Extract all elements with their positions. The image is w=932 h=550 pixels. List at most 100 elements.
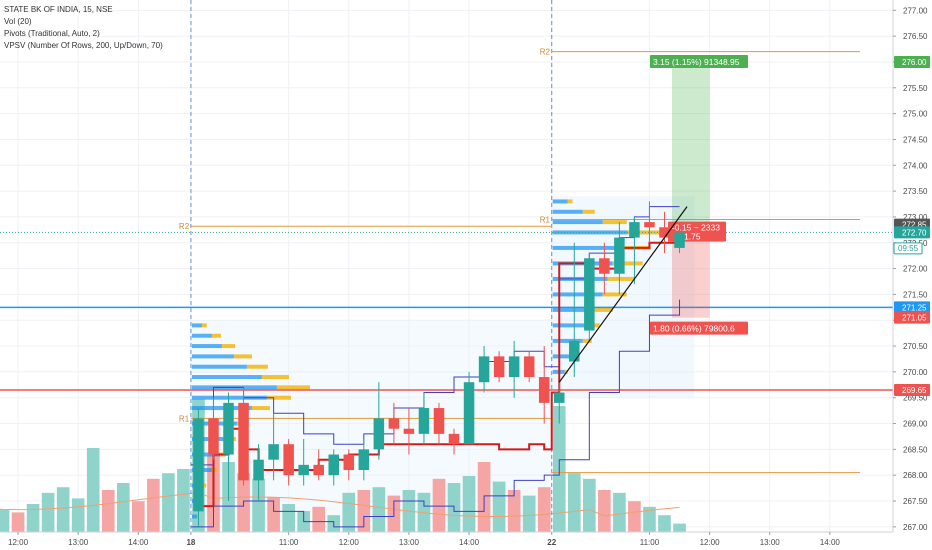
x-tick-label: 14:00 xyxy=(459,538,480,547)
volume-profile-row-down xyxy=(276,385,310,390)
candle-body xyxy=(508,356,520,378)
candle-body xyxy=(238,402,249,481)
price-tag-label: 276.00 xyxy=(902,58,927,67)
volume-profile-row-down xyxy=(196,514,199,519)
volume-bar xyxy=(357,490,371,532)
y-tick-label: 273.50 xyxy=(903,187,928,196)
volume-profile-row-down xyxy=(246,364,268,369)
price-axis-bg xyxy=(893,0,932,550)
candle-body xyxy=(358,449,370,471)
y-tick-label: 272.00 xyxy=(903,265,928,274)
volume-bar xyxy=(462,476,476,532)
x-tick-label: 14:00 xyxy=(128,538,149,547)
y-tick-label: 277.00 xyxy=(903,6,928,15)
volume-bar xyxy=(522,495,536,532)
candle-body xyxy=(629,222,640,238)
x-tick-label: 11:00 xyxy=(279,538,299,547)
candle-body xyxy=(599,258,610,274)
volume-bar xyxy=(116,483,130,532)
volume-ma-line xyxy=(0,492,680,518)
pivot-level-label: R1 xyxy=(540,216,551,225)
chart-legend: STATE BK OF INDIA, 15, NSE Vol (20) Pivo… xyxy=(4,4,163,52)
volume-profile-row-up xyxy=(191,344,222,349)
position-target-label: 3.15 (1.15%) 91348.95 xyxy=(653,57,740,67)
y-tick-label: 274.00 xyxy=(903,161,928,170)
position-center-label: -0.15 ~ 2333 xyxy=(672,223,720,233)
vol-indicator-label[interactable]: Vol (20) xyxy=(4,17,32,26)
price-tag-label: 271.05 xyxy=(902,314,927,323)
candle-body xyxy=(328,454,340,476)
price-tag-label: 269.65 xyxy=(902,386,927,395)
y-tick-label: 267.00 xyxy=(903,523,928,532)
price-tag xyxy=(894,311,930,324)
price-tag-label: 272.85 xyxy=(902,221,927,230)
candle-body xyxy=(553,392,565,403)
volume-profile-row-up xyxy=(191,452,220,457)
candle-body xyxy=(403,428,415,434)
x-tick-label: 12:00 xyxy=(8,538,29,547)
volume-profile-row-down xyxy=(594,307,613,312)
volume-profile-row-up xyxy=(191,323,202,328)
volume-profile-row-up xyxy=(552,245,618,250)
volume-profile-row-down xyxy=(567,199,573,204)
volume-profile-row-down xyxy=(602,220,627,225)
x-tick-label: 13:00 xyxy=(760,538,781,547)
y-tick-label: 267.50 xyxy=(903,497,928,506)
volume-profile-row-down xyxy=(266,395,291,400)
candle-body xyxy=(523,356,535,378)
volume-bar xyxy=(0,509,10,532)
candle-body xyxy=(208,418,219,455)
volume-profile-row-down xyxy=(201,323,207,328)
pivots-indicator-label[interactable]: Pivots (Traditional, Auto, 2) xyxy=(4,29,100,38)
lower-band-line xyxy=(190,299,681,528)
candle-body xyxy=(659,227,670,238)
candle-body xyxy=(283,444,294,476)
volume-bar xyxy=(643,506,656,532)
candle-body xyxy=(478,356,490,383)
position-stop-label: 1.80 (0.66%) 79800.6 xyxy=(653,324,735,334)
volume-profile-row-up xyxy=(552,323,588,328)
volume-profile-row-up xyxy=(191,395,267,400)
volume-profile-row-up xyxy=(552,220,603,225)
candle-body xyxy=(298,464,309,476)
volume-bar xyxy=(86,448,100,532)
price-tag xyxy=(894,301,930,314)
symbol-title[interactable]: STATE BK OF INDIA, 15, NSE xyxy=(4,5,113,14)
y-tick-label: 268.50 xyxy=(903,445,928,454)
y-tick-label: 269.00 xyxy=(903,420,928,429)
candle-body xyxy=(448,433,460,445)
countdown-tag xyxy=(893,242,923,255)
volume-bar xyxy=(583,478,596,532)
y-tick-label: 274.50 xyxy=(903,135,928,144)
volume-bar xyxy=(342,492,356,532)
y-tick-label: 268.00 xyxy=(903,471,928,480)
volume-profile-row-up xyxy=(191,514,197,519)
x-tick-label: 18 xyxy=(186,538,195,547)
candle-body xyxy=(614,237,625,274)
volume-bar xyxy=(147,478,160,532)
y-tick-label: 273.00 xyxy=(903,213,928,222)
volume-bar xyxy=(56,487,70,532)
volume-bar xyxy=(507,490,521,532)
candle-body xyxy=(388,418,400,429)
x-tick-label: 13:00 xyxy=(399,538,420,547)
volume-profile-row-down xyxy=(251,406,270,411)
vpsv-indicator-label[interactable]: VPSV (Number Of Rows, 200, Up/Down, 70) xyxy=(4,41,163,50)
candle-body xyxy=(433,408,445,434)
volume-bar xyxy=(673,523,686,532)
volume-bar xyxy=(312,506,326,532)
candle-body xyxy=(569,340,580,362)
volume-profile-row-up xyxy=(552,292,603,297)
volume-bar xyxy=(11,512,25,532)
volume-bar xyxy=(26,504,40,532)
candle-body xyxy=(343,454,355,471)
volume-profile-row-up xyxy=(552,230,628,235)
x-tick-label: 12:00 xyxy=(700,538,721,547)
volume-profile-row-up xyxy=(552,338,583,343)
volume-bar xyxy=(537,487,551,532)
price-tag-label: 271.25 xyxy=(902,303,927,312)
value-area-bg xyxy=(190,320,552,522)
x-tick-label: 14:00 xyxy=(820,538,841,547)
candle-body xyxy=(674,232,685,248)
